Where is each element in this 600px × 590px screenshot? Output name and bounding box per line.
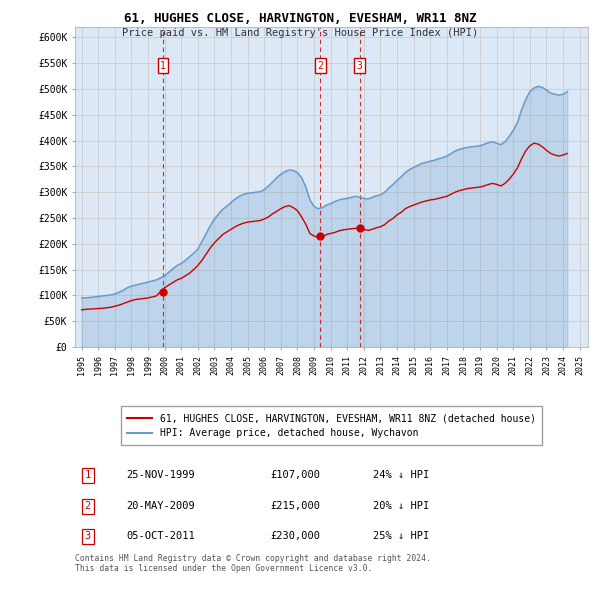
Text: 3: 3 — [85, 532, 91, 542]
Text: Price paid vs. HM Land Registry's House Price Index (HPI): Price paid vs. HM Land Registry's House … — [122, 28, 478, 38]
Text: Contains HM Land Registry data © Crown copyright and database right 2024.
This d: Contains HM Land Registry data © Crown c… — [75, 554, 431, 573]
Text: 1: 1 — [85, 470, 91, 480]
Text: 20% ↓ HPI: 20% ↓ HPI — [373, 502, 429, 512]
Text: 2: 2 — [85, 502, 91, 512]
Text: 25-NOV-1999: 25-NOV-1999 — [127, 470, 195, 480]
Text: £107,000: £107,000 — [270, 470, 320, 480]
Legend: 61, HUGHES CLOSE, HARVINGTON, EVESHAM, WR11 8NZ (detached house), HPI: Average p: 61, HUGHES CLOSE, HARVINGTON, EVESHAM, W… — [121, 407, 542, 445]
Text: £215,000: £215,000 — [270, 502, 320, 512]
Text: 1: 1 — [160, 61, 166, 71]
Text: £230,000: £230,000 — [270, 532, 320, 542]
Text: 20-MAY-2009: 20-MAY-2009 — [127, 502, 195, 512]
Text: 3: 3 — [357, 61, 362, 71]
Text: 25% ↓ HPI: 25% ↓ HPI — [373, 532, 429, 542]
Text: 24% ↓ HPI: 24% ↓ HPI — [373, 470, 429, 480]
Text: 05-OCT-2011: 05-OCT-2011 — [127, 532, 195, 542]
Text: 2: 2 — [317, 61, 323, 71]
Text: 61, HUGHES CLOSE, HARVINGTON, EVESHAM, WR11 8NZ: 61, HUGHES CLOSE, HARVINGTON, EVESHAM, W… — [124, 12, 476, 25]
